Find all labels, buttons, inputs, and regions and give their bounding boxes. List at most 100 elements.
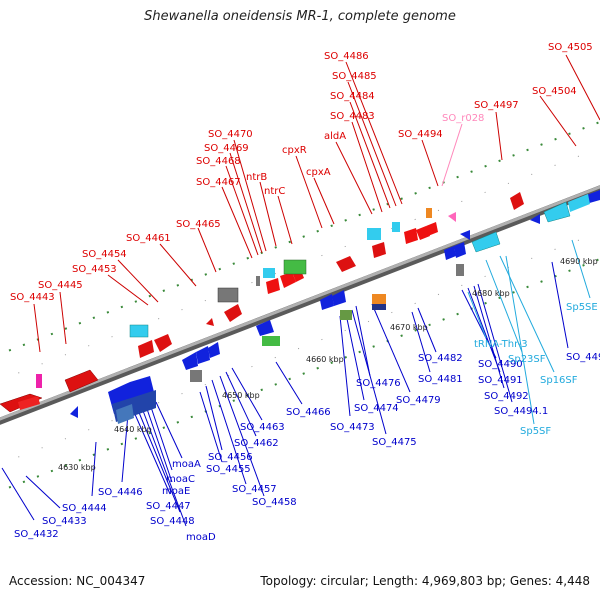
- connector-tRNA-Thr-3: [467, 291, 487, 339]
- page-title: Shewanella oneidensis MR-1, complete gen…: [144, 9, 456, 24]
- connector-Sp5SF: [505, 255, 535, 425]
- reverse-strand-genes: [70, 190, 600, 424]
- connector-SO_4473: [339, 315, 351, 417]
- pseudo-block-1: [217, 287, 239, 303]
- connector-SO_4504: [539, 95, 577, 147]
- connector-moaA: [155, 401, 183, 459]
- scale-tick-label: 4630 kbp: [58, 463, 96, 472]
- gene-block-fwd-15: [510, 192, 524, 210]
- rna-label-connectors: [467, 239, 591, 425]
- gene-block-fwd-11: [372, 242, 386, 258]
- gene-label-SO-4490: SO_4490: [478, 359, 523, 370]
- rrna-block-4: [392, 222, 400, 232]
- trna-block-3: [340, 310, 352, 320]
- rrna-block-3: [367, 228, 381, 240]
- gene-label-SO-4468: SO_4468: [196, 156, 241, 167]
- pseudo-block-2: [190, 370, 202, 382]
- connector-SO_4458: [219, 375, 265, 497]
- connector-SO_4467: [221, 186, 253, 259]
- gene-label-SO-4470: SO_4470: [208, 129, 253, 140]
- scale-tick-label: 4690 kbp: [560, 257, 598, 266]
- accession-label: Accession: NC_004347: [9, 574, 146, 588]
- connector-SO_4469: [229, 152, 263, 254]
- gene-block-fwd-8: [280, 272, 296, 288]
- lower-label-connectors: [1, 261, 569, 527]
- rrna-5S: [568, 194, 590, 212]
- gene-label-SO-4445: SO_4445: [38, 280, 83, 291]
- connector-SO_4482: [417, 307, 437, 353]
- gene-block-rev-4: [196, 346, 210, 364]
- gene-block-fwd-7: [266, 278, 280, 294]
- ncrna-SO_r028: [448, 212, 456, 222]
- gene-block-rev-13: [460, 230, 470, 240]
- connector-moaE: [145, 405, 173, 483]
- gene-label-ntrB: ntrB: [246, 172, 267, 183]
- connector-SO_4457: [211, 379, 247, 485]
- upper-label-connectors: [33, 54, 600, 353]
- gene-block-rev-8: [332, 290, 346, 306]
- genome-summary: Topology: circular; Length: 4,969,803 bp…: [260, 574, 590, 588]
- connector-SO_4494: [421, 139, 439, 187]
- gene-label-SO-4481: SO_4481: [418, 374, 463, 385]
- gene-label-moaE: moaE: [162, 486, 190, 497]
- gene-label-SO-4433: SO_4433: [42, 516, 87, 527]
- gene-label-SO-r028: SO_r028: [442, 113, 484, 124]
- connector-SO_4456: [205, 385, 223, 451]
- forward-strand-genes: [0, 192, 524, 413]
- pseudo-block-4: [256, 276, 260, 286]
- gene-label-moaC: moaC: [166, 474, 195, 485]
- trna-block-2: [262, 336, 280, 346]
- gene-label-SO-4448: SO_4448: [150, 516, 195, 527]
- backbone-shadow: [0, 185, 600, 425]
- gene-label-SO-4462: SO_4462: [234, 438, 279, 449]
- scale-tick-label: 4660 kbp: [306, 355, 344, 364]
- gene-label-SO-4463: SO_4463: [240, 422, 285, 433]
- rrna-16S: [543, 201, 571, 223]
- connector-SO_4455: [199, 391, 223, 463]
- connector-SO_4474: [345, 313, 365, 401]
- gene-block-fwd-6: [224, 304, 242, 322]
- gene-block-rev-3: [182, 352, 198, 370]
- gene-label-Sp16SF: Sp16SF: [540, 375, 578, 386]
- gene-label-moaA: moaA: [172, 459, 201, 470]
- gene-label-SO-4505: SO_4505: [548, 42, 593, 53]
- misc-block-navy: [372, 304, 386, 310]
- misc-block-magenta: [36, 374, 42, 388]
- connector-SO_4470: [233, 139, 267, 252]
- gene-label-SO-4455: SO_4455: [206, 464, 251, 475]
- connector-cpxA: [313, 177, 335, 225]
- connector-SO_4484: [349, 101, 391, 209]
- misc-block-small: [426, 208, 432, 218]
- scale-tick-label: 4670 kbp: [390, 323, 428, 332]
- connector-aldA: [335, 141, 373, 215]
- gene-block-rev-5: [208, 342, 220, 358]
- gene-label-SO-4447: SO_4447: [146, 501, 191, 512]
- gene-block-rev-2: [70, 406, 78, 418]
- rrna-block-1: [129, 324, 149, 338]
- connector-moaD: [141, 407, 187, 527]
- gene-label-SO-4486: SO_4486: [324, 51, 369, 62]
- connector-SO_4494.1: [477, 283, 513, 403]
- gene-block-rev-1: [116, 404, 134, 424]
- gene-label-SO-4494: SO_4494: [398, 129, 443, 140]
- gene-label-SO-4504: SO_4504: [532, 86, 577, 97]
- connector-moaC: [149, 403, 173, 471]
- gene-block-fwd-13: [416, 226, 430, 240]
- gene-label-SO-4458: SO_4458: [252, 497, 297, 508]
- connector-SO_4462: [225, 371, 257, 437]
- connector-SO_4497: [495, 111, 503, 161]
- gene-label-cpxA: cpxA: [306, 167, 331, 178]
- connector-SO_4453: [107, 274, 149, 306]
- trna-block-1: [283, 259, 307, 275]
- connector-SO_4447: [133, 411, 171, 495]
- rrna-23S: [471, 231, 501, 253]
- connector-SO_4466: [275, 361, 303, 405]
- backbone-highlight: [0, 185, 600, 421]
- scale-tick-label: 4650 kbp: [222, 391, 260, 400]
- gene-label-SO-4432: SO_4432: [14, 529, 59, 540]
- connector-SO_4461: [159, 243, 197, 287]
- gene-label-SO-4453: SO_4453: [72, 264, 117, 275]
